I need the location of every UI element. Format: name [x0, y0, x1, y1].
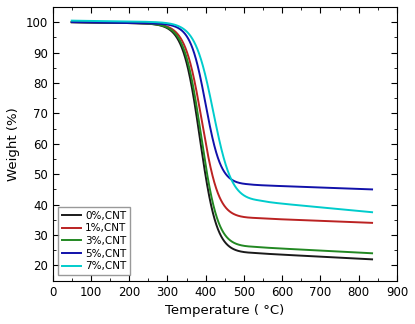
0%,CNT	[184, 62, 189, 66]
0%,CNT	[331, 255, 336, 259]
5%,CNT	[103, 21, 108, 25]
0%,CNT	[370, 257, 375, 261]
Line: 5%,CNT: 5%,CNT	[72, 22, 372, 190]
Y-axis label: Weight (%): Weight (%)	[7, 107, 20, 181]
3%,CNT	[184, 57, 189, 61]
7%,CNT	[364, 210, 369, 214]
7%,CNT	[103, 19, 108, 23]
1%,CNT	[121, 21, 126, 25]
5%,CNT	[364, 187, 369, 191]
1%,CNT	[331, 219, 336, 223]
0%,CNT	[198, 137, 203, 141]
5%,CNT	[198, 74, 203, 77]
0%,CNT	[103, 21, 108, 25]
1%,CNT	[364, 221, 369, 225]
7%,CNT	[370, 210, 375, 214]
5%,CNT	[121, 21, 126, 25]
0%,CNT	[69, 20, 74, 24]
5%,CNT	[184, 35, 189, 39]
Line: 1%,CNT: 1%,CNT	[72, 22, 372, 223]
1%,CNT	[69, 20, 74, 24]
3%,CNT	[69, 20, 74, 24]
3%,CNT	[364, 251, 369, 255]
5%,CNT	[331, 186, 336, 190]
3%,CNT	[198, 126, 203, 130]
3%,CNT	[331, 249, 336, 253]
3%,CNT	[103, 21, 108, 25]
Line: 0%,CNT: 0%,CNT	[72, 22, 372, 259]
Legend: 0%,CNT, 1%,CNT, 3%,CNT, 5%,CNT, 7%,CNT: 0%,CNT, 1%,CNT, 3%,CNT, 5%,CNT, 7%,CNT	[58, 207, 130, 275]
1%,CNT	[198, 108, 203, 112]
0%,CNT	[121, 21, 126, 25]
7%,CNT	[121, 19, 126, 23]
7%,CNT	[331, 207, 336, 211]
X-axis label: Temperature ( °C): Temperature ( °C)	[165, 304, 284, 317]
7%,CNT	[184, 30, 189, 34]
3%,CNT	[121, 21, 126, 25]
Line: 3%,CNT: 3%,CNT	[72, 22, 372, 253]
1%,CNT	[184, 50, 189, 54]
3%,CNT	[370, 251, 375, 255]
5%,CNT	[69, 20, 74, 24]
Line: 7%,CNT: 7%,CNT	[72, 21, 372, 212]
1%,CNT	[370, 221, 375, 225]
1%,CNT	[103, 21, 108, 25]
5%,CNT	[370, 188, 375, 191]
7%,CNT	[198, 54, 203, 58]
0%,CNT	[364, 257, 369, 261]
7%,CNT	[69, 19, 74, 23]
